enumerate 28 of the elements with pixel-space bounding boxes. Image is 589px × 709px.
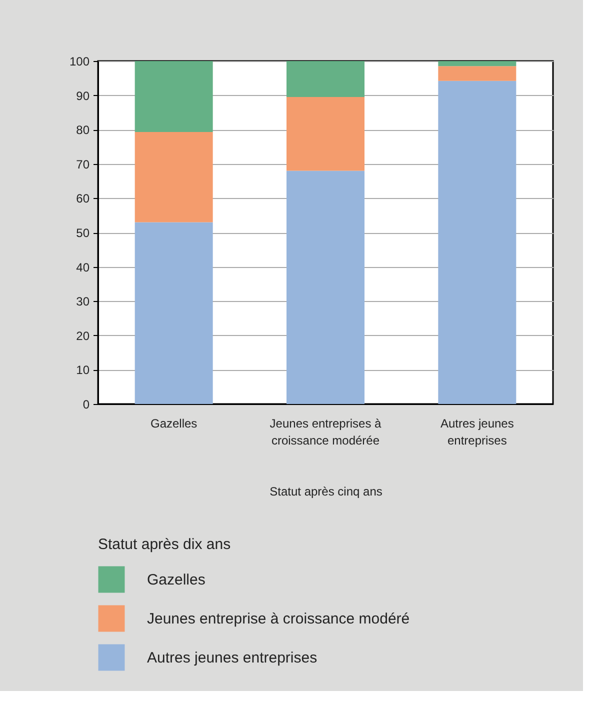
y-tick-label: 70 <box>76 157 90 172</box>
y-tick-label: 90 <box>76 88 90 103</box>
legend-title: Statut après dix ans <box>98 536 231 553</box>
bar <box>286 97 364 171</box>
legend-label: Gazelles <box>147 572 206 588</box>
bar <box>286 170 364 404</box>
x-tick-label: Gazelles <box>150 416 198 430</box>
bar <box>134 132 213 222</box>
y-tick-label: 30 <box>76 294 90 309</box>
y-tick-label: 50 <box>76 226 90 240</box>
bar <box>286 61 364 98</box>
y-tick-label: 20 <box>76 328 90 343</box>
bar <box>438 66 516 81</box>
bar <box>134 222 213 404</box>
x-tick-label: Jeunes entreprises à croissance modérée <box>270 416 382 448</box>
y-tick-label: 60 <box>76 192 90 206</box>
legend-label: Autres jeunes entreprises <box>147 650 318 666</box>
bar <box>134 61 213 132</box>
y-tick-label: 0 <box>82 398 90 412</box>
legend-label: Jeunes entreprise à croissance modéré <box>147 610 410 628</box>
x-axis-title: Statut après cinq ans <box>270 484 382 498</box>
x-tick-label: Autres jeunes entreprises <box>440 416 514 448</box>
bar <box>438 80 516 404</box>
bar <box>438 61 516 66</box>
y-tick-label: 80 <box>76 123 90 138</box>
y-tick-label: 10 <box>76 363 90 378</box>
y-tick-label: 100 <box>69 54 90 68</box>
y-tick-label: 40 <box>76 260 90 274</box>
